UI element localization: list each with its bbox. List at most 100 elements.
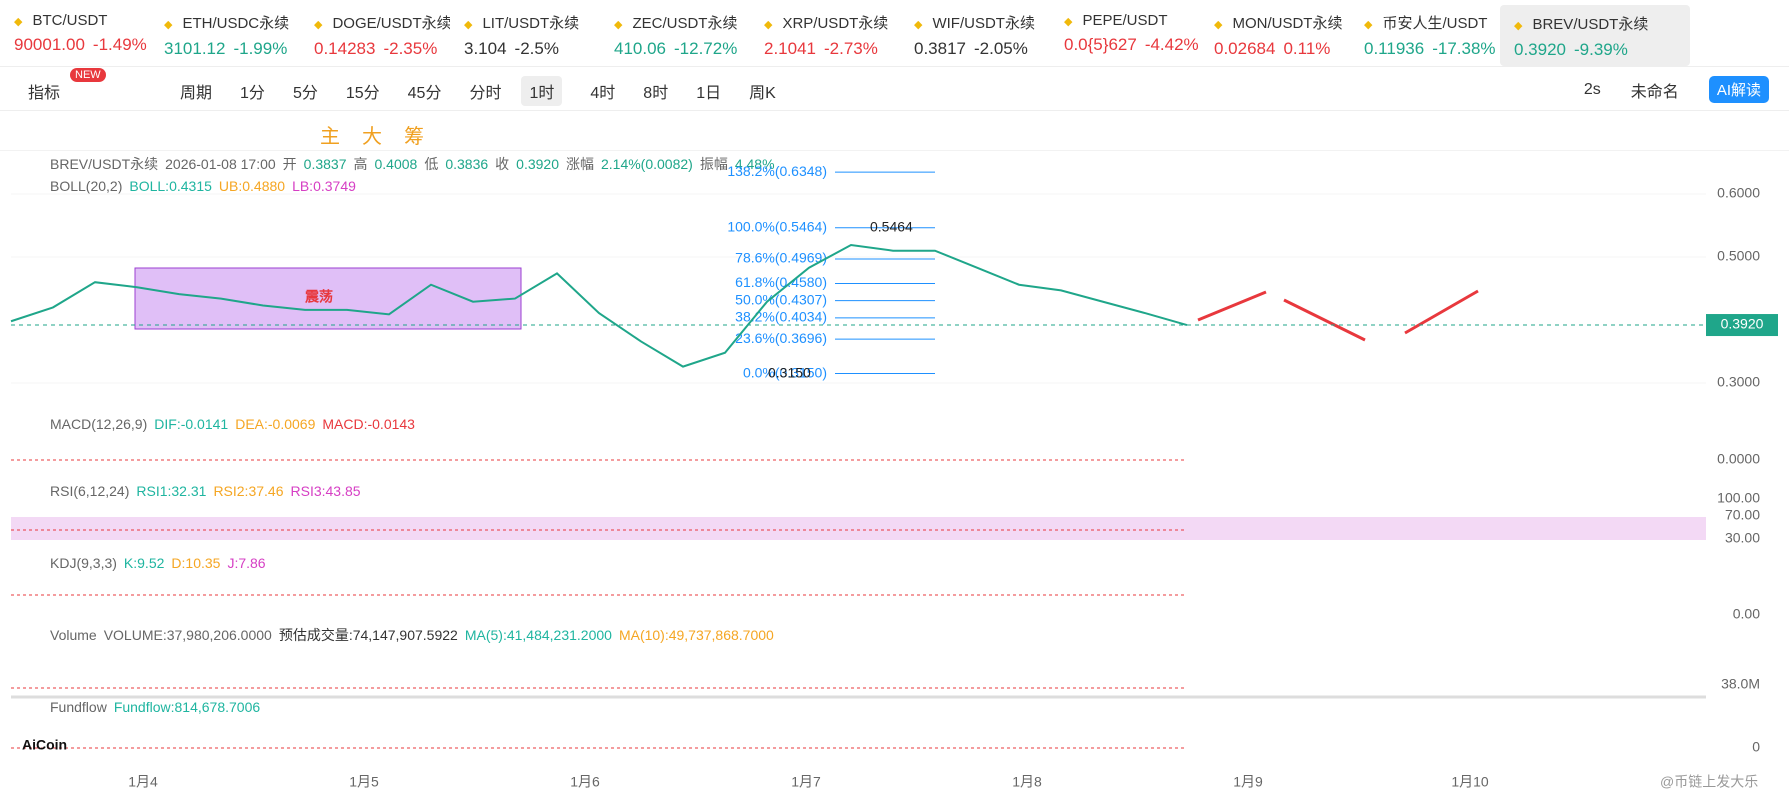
ticker-price: 0.3920 bbox=[1514, 40, 1566, 59]
ticker-name: DOGE/USDT永续 bbox=[314, 12, 450, 33]
last-price-tag bbox=[1706, 314, 1778, 337]
x-tick-label: 1月9 bbox=[1233, 774, 1263, 790]
interval[interactable]: 8时 bbox=[643, 85, 669, 102]
ticker[interactable]: BTC/USDT 90001.00 -1.49% bbox=[0, 0, 150, 66]
layout-name[interactable]: 未命名 bbox=[1630, 83, 1679, 101]
ticker-price: 90001.00 bbox=[14, 35, 85, 54]
legend-item: Fundflow:814,678.7006 bbox=[114, 699, 261, 715]
ticker-quote: 0.11936 -17.38% bbox=[1364, 39, 1500, 59]
ticker-change: -2.5% bbox=[514, 39, 559, 58]
interval[interactable]: 1分 bbox=[240, 85, 265, 102]
legend-item: UB:0.4880 bbox=[219, 178, 285, 194]
ticker[interactable]: XRP/USDT永续 2.1041 -2.73% bbox=[750, 0, 900, 66]
y-tick-label: 0.5000 bbox=[1717, 248, 1760, 264]
panel-axis-label: 100.00 bbox=[1717, 490, 1760, 506]
ticker-price: 0.3817 bbox=[914, 39, 966, 58]
ticker-quote: 2.1041 -2.73% bbox=[764, 39, 900, 59]
interval[interactable]: 分时 bbox=[469, 85, 502, 102]
ticker-price: 2.1041 bbox=[764, 39, 816, 58]
legend-item: 0.3837 bbox=[304, 156, 347, 172]
ticker-change: -2.73% bbox=[824, 39, 878, 58]
ticker[interactable]: WIF/USDT永续 0.3817 -2.05% bbox=[900, 0, 1050, 66]
x-tick-label: 1月4 bbox=[128, 774, 158, 790]
watermark: AiCoin bbox=[22, 737, 67, 753]
legend-item: VOLUME:37,980,206.0000 bbox=[104, 627, 272, 643]
legend-item: RSI2:37.46 bbox=[213, 483, 283, 499]
legend-item: 预估成交量:74,147,907.5922 bbox=[279, 627, 458, 643]
ticker-change: -2.05% bbox=[974, 39, 1028, 58]
ai-button[interactable]: AI解读 bbox=[1708, 76, 1769, 103]
ticker-price: 0.0{5}627 bbox=[1064, 35, 1137, 54]
panel-axis-label: 0.00 bbox=[1733, 606, 1760, 622]
ticker-price: 0.02684 bbox=[1214, 39, 1276, 58]
legend-row: Volume VOLUME:37,980,206.0000 预估成交量:74,147… bbox=[50, 627, 774, 643]
ticker-name: 币安人生/USDT bbox=[1364, 12, 1500, 33]
fib-label: 23.6%(0.3696) bbox=[735, 330, 827, 346]
ticker-quote: 410.06 -12.72% bbox=[614, 39, 750, 59]
ticker[interactable]: PEPE/USDT 0.0{5}627 -4.42% bbox=[1050, 0, 1200, 66]
refresh[interactable]: 2s bbox=[1583, 80, 1601, 98]
interval[interactable]: 周K bbox=[749, 85, 776, 102]
legend-item: BOLL:0.4315 bbox=[129, 178, 212, 194]
interval[interactable]: 4时 bbox=[590, 85, 616, 102]
legend-item: RSI1:32.31 bbox=[136, 483, 206, 499]
divider bbox=[0, 150, 1789, 151]
ticker[interactable]: ZEC/USDT永续 410.06 -12.72% bbox=[600, 0, 750, 66]
legend-item: BREV/USDT永续 bbox=[50, 156, 158, 172]
high-label: 0.5464 bbox=[870, 218, 913, 234]
tool[interactable]: 筹 bbox=[404, 126, 424, 148]
legend-row: RSI(6,12,24) RSI1:32.31 RSI2:37.46 RSI3:43.… bbox=[50, 483, 361, 499]
legend-row: MACD(12,26,9) DIF:-0.0141 DEA:-0.0069 MACD:… bbox=[50, 416, 415, 432]
legend-item: LB:0.3749 bbox=[292, 178, 356, 194]
legend-item: K:9.52 bbox=[124, 555, 165, 571]
legend-item: DIF:-0.0141 bbox=[154, 416, 228, 432]
tool[interactable]: 大 bbox=[362, 126, 382, 148]
panel-axis-label: 0.0000 bbox=[1717, 451, 1760, 467]
interval[interactable]: 1时 bbox=[521, 76, 563, 106]
last-price-label: 0.3920 bbox=[1721, 316, 1764, 332]
legend-row: BOLL(20,2) BOLL:0.4315 UB:0.4880 LB:0.3749 bbox=[50, 178, 356, 194]
legend-item: Volume bbox=[50, 627, 97, 643]
low-label: 0.3150 bbox=[768, 364, 811, 380]
ticker-price: 0.14283 bbox=[314, 39, 376, 58]
ticker[interactable]: LIT/USDT永续 3.104 -2.5% bbox=[450, 0, 600, 66]
fib-label: 78.6%(0.4969) bbox=[735, 250, 827, 266]
ticker[interactable]: BREV/USDT永续 0.3920 -9.39% bbox=[1500, 5, 1690, 66]
tool[interactable]: 主 bbox=[320, 126, 340, 148]
legend-item: BOLL(20,2) bbox=[50, 178, 122, 194]
legend-item: 2.14%(0.0082) bbox=[601, 156, 693, 172]
new-badge: NEW bbox=[70, 68, 106, 82]
credit: @币链上发大乐 bbox=[1660, 774, 1758, 790]
tools: 主大筹 bbox=[320, 120, 424, 149]
ticker-quote: 0.3920 -9.39% bbox=[1514, 40, 1690, 60]
legend-item: 涨幅 bbox=[566, 156, 594, 172]
ticker-change: -17.38% bbox=[1432, 39, 1496, 58]
legend-item: 0.3920 bbox=[516, 156, 559, 172]
ticker-quote: 0.02684 0.11% bbox=[1214, 39, 1350, 59]
ticker-change: -9.39% bbox=[1574, 40, 1628, 59]
ticker-name: MON/USDT永续 bbox=[1214, 12, 1350, 33]
fib-label: 50.0%(0.4307) bbox=[735, 291, 827, 307]
x-tick-label: 1月7 bbox=[791, 774, 821, 790]
ticker-change: 0.11% bbox=[1283, 39, 1331, 58]
period-button[interactable]: 周期 bbox=[180, 85, 213, 102]
interval[interactable]: 45分 bbox=[407, 85, 442, 102]
ticker[interactable]: 币安人生/USDT 0.11936 -17.38% bbox=[1350, 0, 1500, 66]
x-tick-label: 1月6 bbox=[570, 774, 600, 790]
legend-item: RSI3:43.85 bbox=[291, 483, 361, 499]
legend-item: MACD(12,26,9) bbox=[50, 416, 147, 432]
interval[interactable]: 15分 bbox=[345, 85, 380, 102]
indicator-button[interactable]: 指标 bbox=[28, 85, 61, 102]
ticker[interactable]: MON/USDT永续 0.02684 0.11% bbox=[1200, 0, 1350, 66]
ticker[interactable]: ETH/USDC永续 3101.12 -1.99% bbox=[150, 0, 300, 66]
ticker[interactable]: DOGE/USDT永续 0.14283 -2.35% bbox=[300, 0, 450, 66]
panel-axis-label: 70.00 bbox=[1725, 507, 1760, 523]
legend-item: 0.4008 bbox=[375, 156, 418, 172]
interval[interactable]: 1日 bbox=[696, 85, 722, 102]
y-tick-label: 0.3000 bbox=[1717, 374, 1760, 390]
ticker-quote: 0.14283 -2.35% bbox=[314, 39, 450, 59]
legend-item: J:7.86 bbox=[227, 555, 265, 571]
interval[interactable]: 5分 bbox=[292, 85, 318, 102]
fib-label: 0.0%(0.3150) bbox=[743, 364, 827, 380]
